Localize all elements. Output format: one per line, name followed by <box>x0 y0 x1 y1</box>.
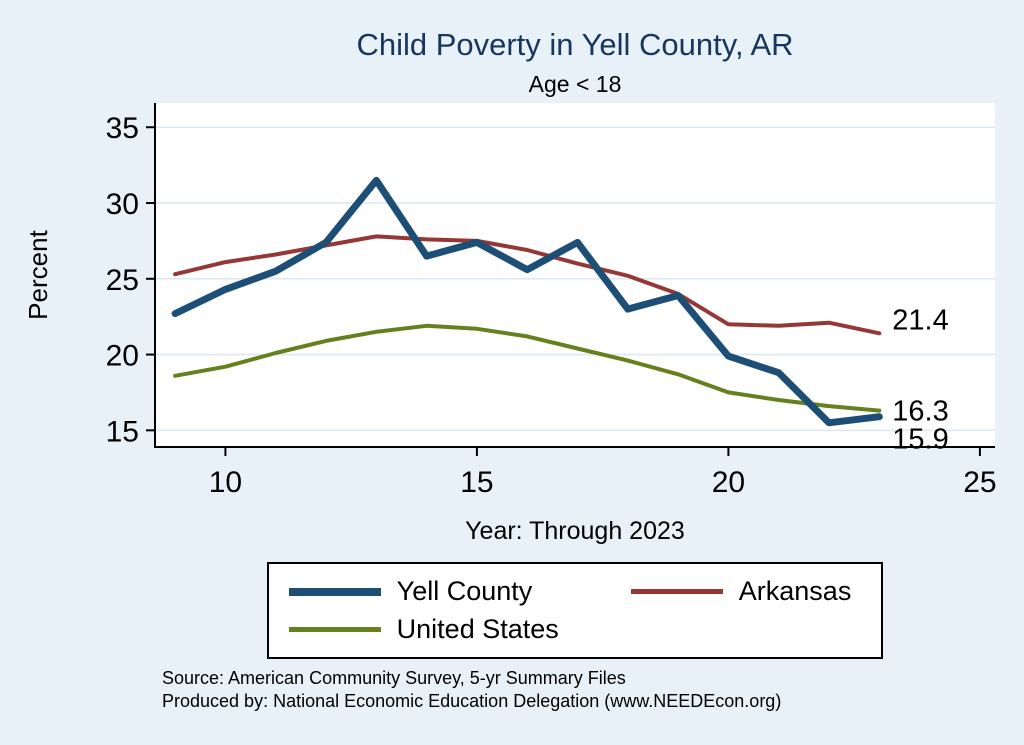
x-tick-label: 10 <box>209 466 242 499</box>
x-tick-label: 20 <box>712 466 745 499</box>
chart-subtitle: Age < 18 <box>528 71 622 97</box>
y-tick-label: 30 <box>106 188 139 221</box>
end-label-united-states: 16.3 <box>892 396 948 428</box>
series-line-yell-county <box>171 176 883 427</box>
legend-wrap: Yell County Arkansas United States <box>155 562 995 659</box>
x-axis-label: Year: Through 2023 <box>465 517 685 545</box>
chart-title: Child Poverty in Yell County, AR <box>356 27 794 62</box>
series-line-united-states <box>173 323 882 413</box>
legend-item-arkansas: Arkansas <box>630 576 852 607</box>
legend-label-yell-county: Yell County <box>396 576 533 606</box>
legend-swatch-arkansas <box>630 589 723 594</box>
y-axis-label: Percent <box>23 230 53 320</box>
legend-swatch-yell-county <box>288 587 381 596</box>
end-label-arkansas: 21.4 <box>892 304 948 336</box>
legend-label-arkansas: Arkansas <box>738 576 852 606</box>
source-notes: Source: American Community Survey, 5-yr … <box>162 667 781 713</box>
y-tick-label: 25 <box>106 264 139 297</box>
plot-area <box>155 103 995 447</box>
y-tick-label: 20 <box>106 340 139 373</box>
y-tick-label: 15 <box>106 415 139 448</box>
legend: Yell County Arkansas United States <box>266 562 884 659</box>
series-line-arkansas <box>173 234 882 336</box>
y-tick-label: 35 <box>106 112 139 145</box>
legend-item-united-states: United States <box>288 614 559 645</box>
end-label-yell-county: 15.9 <box>892 424 948 456</box>
produced-by-line: Produced by: National Economic Education… <box>162 691 782 711</box>
legend-swatch-united-states <box>288 627 381 632</box>
legend-item-yell-county: Yell County <box>288 576 559 607</box>
legend-label-united-states: United States <box>396 614 559 644</box>
x-tick-label: 15 <box>460 466 493 499</box>
x-tick-label: 25 <box>963 466 996 499</box>
source-line: Source: American Community Survey, 5-yr … <box>162 668 626 688</box>
